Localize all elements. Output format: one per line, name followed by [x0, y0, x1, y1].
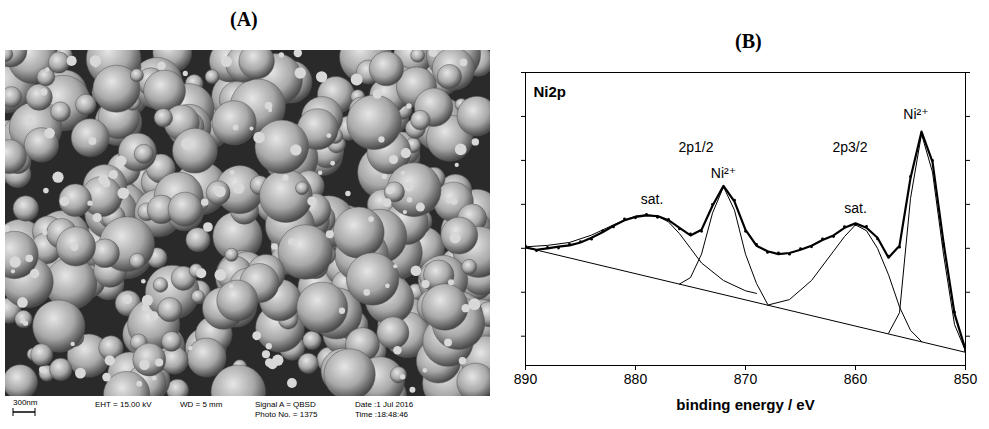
svg-text:WD = 5 mm: WD = 5 mm [180, 400, 223, 409]
svg-text:880: 880 [624, 371, 648, 387]
html-text:(B): (B) [735, 30, 762, 52]
svg-text:sat.: sat. [641, 191, 664, 207]
svg-text:860: 860 [844, 371, 868, 387]
svg-text:2p1/2: 2p1/2 [678, 139, 713, 155]
svg-text:Date :1 Jul 2016: Date :1 Jul 2016 [355, 400, 414, 409]
svg-text:Ni²⁺: Ni²⁺ [711, 165, 736, 181]
svg-text:Ni²⁺: Ni²⁺ [903, 106, 928, 122]
svg-text:890: 890 [514, 371, 538, 387]
svg-text:Photo No. = 1375: Photo No. = 1375 [255, 410, 318, 419]
svg-text:EHT = 15.00 kV: EHT = 15.00 kV [95, 400, 152, 409]
html-text:(A): (A) [230, 8, 258, 30]
svg-text:870: 870 [734, 371, 758, 387]
svg-text:2p3/2: 2p3/2 [832, 139, 867, 155]
svg-text:binding energy / eV: binding energy / eV [676, 396, 814, 413]
svg-text:300nm: 300nm [13, 398, 38, 407]
svg-text:Time :18:48:46: Time :18:48:46 [355, 410, 409, 419]
svg-text:850: 850 [954, 371, 978, 387]
svg-text:sat.: sat. [844, 200, 867, 216]
svg-text:Signal A = QBSD: Signal A = QBSD [255, 400, 316, 409]
svg-text:Ni2p: Ni2p [534, 83, 567, 100]
